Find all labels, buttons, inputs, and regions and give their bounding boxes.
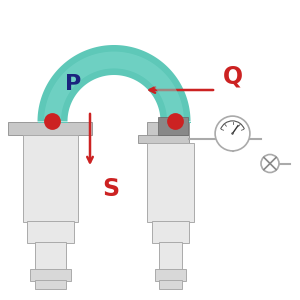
Text: P: P bbox=[65, 74, 82, 94]
Circle shape bbox=[167, 113, 184, 130]
Circle shape bbox=[44, 113, 61, 130]
Bar bbox=[168, 122, 183, 123]
Circle shape bbox=[231, 132, 234, 135]
Bar bbox=[159, 280, 182, 289]
Bar bbox=[152, 220, 189, 243]
Bar bbox=[158, 117, 188, 135]
Bar bbox=[27, 220, 74, 243]
Bar bbox=[138, 135, 189, 143]
Circle shape bbox=[261, 154, 279, 172]
Polygon shape bbox=[44, 52, 184, 122]
Bar bbox=[159, 242, 182, 270]
Polygon shape bbox=[38, 45, 190, 122]
Bar bbox=[34, 242, 66, 270]
Circle shape bbox=[215, 116, 250, 151]
Bar bbox=[34, 280, 66, 289]
Bar bbox=[154, 269, 186, 281]
Bar bbox=[8, 122, 91, 135]
Bar bbox=[22, 135, 78, 222]
Text: S: S bbox=[102, 177, 120, 201]
Bar bbox=[38, 122, 68, 123]
Bar bbox=[147, 122, 189, 135]
Bar bbox=[30, 269, 70, 281]
Bar bbox=[160, 122, 190, 123]
Bar bbox=[147, 143, 194, 222]
Bar bbox=[45, 122, 60, 123]
Text: Q: Q bbox=[222, 64, 243, 88]
